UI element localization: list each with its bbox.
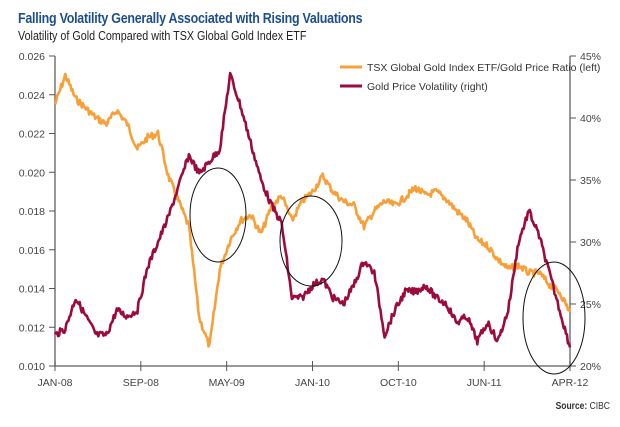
left-tick-label: 0.014 [19,284,45,296]
series-line-ratio [53,72,572,348]
source-value: CIBC [589,401,610,412]
right-tick-label: 25% [580,299,601,311]
left-tick-label: 0.022 [19,129,45,141]
source-label: Source: [555,401,588,412]
annotation-circle-apr12 [522,261,586,375]
chart-subtitle: Volatility of Gold Compared with TSX Glo… [18,29,307,43]
series-line-volatility [53,71,572,348]
legend-label-ratio: TSX Global Gold Index ETF/Gold Price Rat… [367,62,600,74]
left-tick-label: 0.020 [19,167,45,179]
x-tick-label: MAY-09 [209,377,245,389]
axes: 0.010 0.012 0.014 0.016 0.018 0.020 0.022 0.024… [19,51,601,389]
left-tick-label: 0.024 [19,90,45,102]
right-tick-label: 45% [580,51,601,63]
x-tick-label: JAN-08 [37,377,72,389]
left-tick-label: 0.016 [19,245,45,257]
right-tick-label: 30% [580,237,601,249]
series-lines [53,71,572,348]
x-tick-label: JUN-11 [467,377,502,389]
right-tick-label: 40% [580,113,601,125]
x-tick-label: OCT-10 [380,377,417,389]
right-tick-label: 35% [580,175,601,187]
x-tick-label: APR-12 [552,377,589,389]
x-tick-label: JAN-10 [295,377,330,389]
source-note: Source: CIBC [556,401,610,412]
annotations [189,167,586,375]
legend-label-volatility: Gold Price Volatility (right) [367,81,488,93]
x-tick-label: SEP-08 [123,377,159,389]
right-tick-label: 20% [580,361,601,373]
annotation-circle-jan10 [279,195,343,287]
legend: TSX Global Gold Index ETF/Gold Price Rat… [340,62,600,93]
left-tick-label: 0.012 [19,322,45,334]
chart-title: Falling Volatility Generally Associated … [18,11,363,27]
left-tick-label: 0.018 [19,206,45,218]
annotation-circle-may09 [189,167,247,263]
left-tick-label: 0.026 [19,51,45,63]
left-tick-label: 0.010 [19,361,45,373]
